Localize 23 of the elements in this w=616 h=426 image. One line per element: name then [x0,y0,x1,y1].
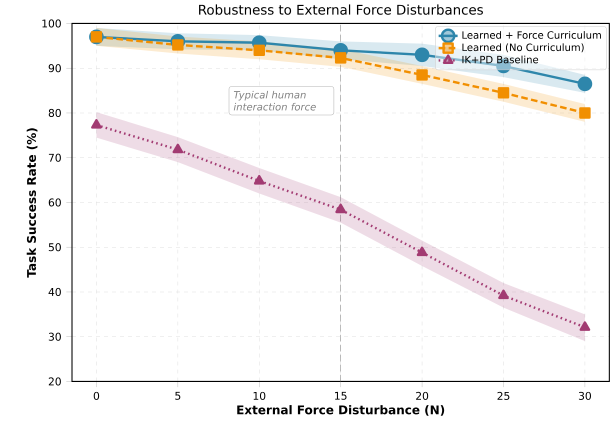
x-tick-label: 20 [416,392,428,400]
y-tick-label: 30 [48,332,61,341]
x-tick-label: 15 [335,392,347,400]
legend-label: Learned (No Curriculum) [462,43,584,52]
x-tick-label: 25 [497,392,510,400]
ref-line-label: Typical human interaction force [234,90,316,110]
y-tick-label: 60 [48,198,61,206]
x-tick-label: 5 [175,392,180,400]
y-tick-label: 70 [48,153,61,162]
x-axis-title: External Force Disturbance (N) [237,404,444,416]
y-tick-label: 100 [42,19,61,28]
y-tick-label: 80 [48,108,61,117]
y-tick-label: 50 [48,242,61,252]
y-tick-label: 40 [48,288,61,296]
y-tick-label: 20 [48,377,61,386]
y-tick-label: 90 [48,64,61,72]
x-tick-label: 30 [578,392,591,400]
x-tick-label: 0 [94,392,100,400]
legend-label: IK+PD Baseline [462,55,538,64]
y-axis-title: Task Success Rate (%) [26,128,38,278]
x-tick-label: 10 [254,392,266,400]
chart-title: Robustness to External Force Disturbances [199,4,483,15]
legend-label: Learned + Force Curriculum [462,30,601,39]
